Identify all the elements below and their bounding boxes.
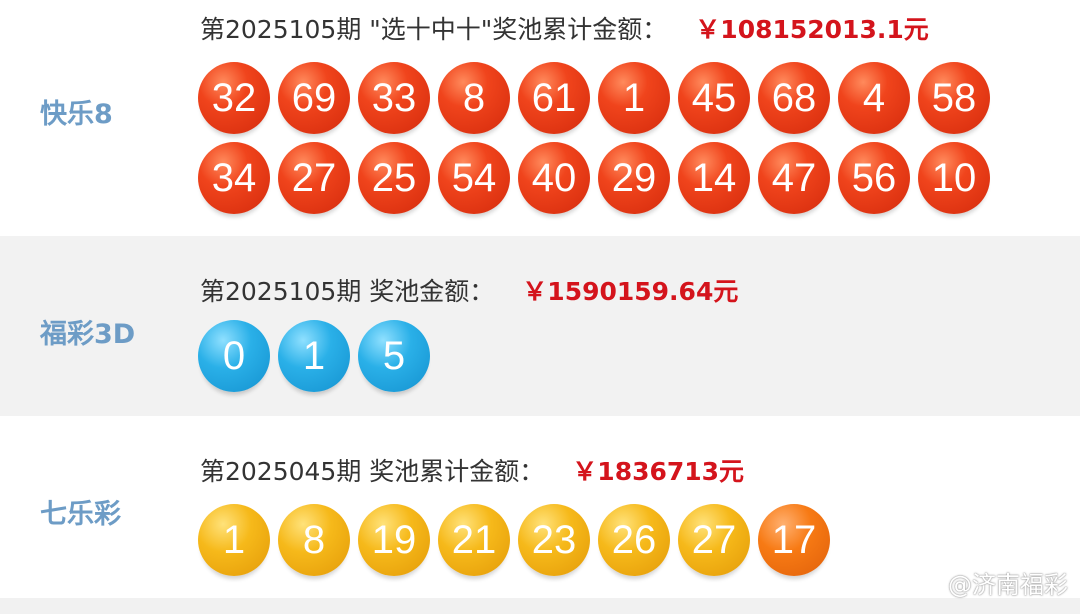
- ball: 27: [278, 142, 350, 214]
- ball: 23: [518, 504, 590, 576]
- fucai3d-label: 福彩3D: [40, 319, 136, 350]
- ball: 34: [198, 142, 270, 214]
- ball: 47: [758, 142, 830, 214]
- qilecai-section: 七乐彩 第2025045期 奖池累计金额： ￥1836713元 1 8 19 21…: [0, 416, 1080, 598]
- ball: 58: [918, 62, 990, 134]
- ball: 56: [838, 142, 910, 214]
- qilecai-header: 第2025045期 奖池累计金额： ￥1836713元: [200, 452, 744, 488]
- ball: 33: [358, 62, 430, 134]
- ball: 26: [598, 504, 670, 576]
- special-ball: 17: [758, 504, 830, 576]
- fucai3d-row: 0 1 5: [198, 320, 430, 392]
- ball: 45: [678, 62, 750, 134]
- ball: 40: [518, 142, 590, 214]
- ball: 5: [358, 320, 430, 392]
- issue-text: 第2025045期 奖池累计金额：: [200, 457, 545, 486]
- ball: 1: [598, 62, 670, 134]
- kuaile8-row2: 34 27 25 54 40 29 14 47 56 10: [198, 142, 990, 214]
- ball: 21: [438, 504, 510, 576]
- qilecai-label: 七乐彩: [40, 499, 121, 530]
- ball: 19: [358, 504, 430, 576]
- ball: 32: [198, 62, 270, 134]
- ball: 8: [278, 504, 350, 576]
- ball: 68: [758, 62, 830, 134]
- jackpot-amount: ￥108152013.1元: [695, 15, 929, 44]
- ball: 54: [438, 142, 510, 214]
- ball: 14: [678, 142, 750, 214]
- ball: 61: [518, 62, 590, 134]
- ball: 10: [918, 142, 990, 214]
- ball: 4: [838, 62, 910, 134]
- jackpot-amount: ￥1590159.64元: [522, 277, 739, 306]
- issue-text: 第2025105期 "选十中十"奖池累计金额：: [200, 15, 668, 44]
- kuaile8-header: 第2025105期 "选十中十"奖池累计金额： ￥108152013.1元: [200, 10, 929, 46]
- ball: 69: [278, 62, 350, 134]
- kuaile8-label: 快乐8: [40, 99, 113, 130]
- fucai3d-header: 第2025105期 奖池金额： ￥1590159.64元: [200, 272, 738, 308]
- ball: 25: [358, 142, 430, 214]
- issue-text: 第2025105期 奖池金额：: [200, 277, 495, 306]
- weibo-watermark: @济南福彩: [948, 571, 1068, 599]
- kuaile8-section: 快乐8 第2025105期 "选十中十"奖池累计金额： ￥108152013.1元…: [0, 0, 1080, 236]
- ball: 1: [198, 504, 270, 576]
- jackpot-amount: ￥1836713元: [572, 457, 745, 486]
- ball: 8: [438, 62, 510, 134]
- kuaile8-row1: 32 69 33 8 61 1 45 68 4 58: [198, 62, 990, 134]
- ball: 27: [678, 504, 750, 576]
- qilecai-row: 1 8 19 21 23 26 27 17: [198, 504, 830, 576]
- fucai3d-section: 福彩3D 第2025105期 奖池金额： ￥1590159.64元 0 1 5: [0, 236, 1080, 416]
- ball: 1: [278, 320, 350, 392]
- ball: 29: [598, 142, 670, 214]
- ball: 0: [198, 320, 270, 392]
